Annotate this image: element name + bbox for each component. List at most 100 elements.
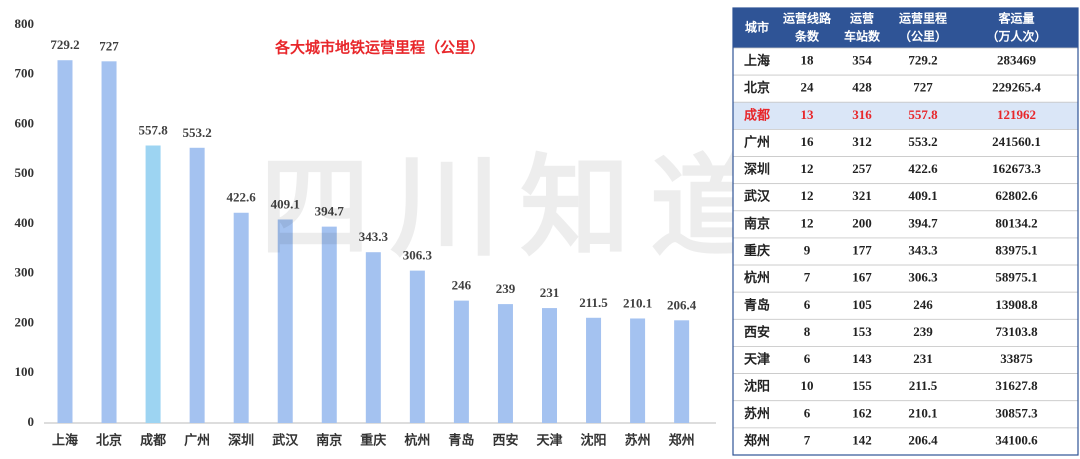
- table-row: [732, 318, 1079, 347]
- table-cell: 苏州: [744, 406, 770, 422]
- table-cell: 162673.3: [992, 161, 1041, 176]
- bar: [409, 270, 425, 423]
- y-tick-label: 400: [15, 215, 35, 230]
- table-row: [732, 264, 1079, 293]
- x-tick-label: 广州: [184, 433, 210, 449]
- table-cell: 312: [852, 134, 872, 149]
- table-cell: 239: [913, 324, 933, 339]
- table-cell: 重庆: [744, 243, 770, 259]
- table-cell: 105: [852, 297, 872, 312]
- table-cell: 武汉: [744, 189, 771, 205]
- table-cell: 83975.1: [995, 242, 1037, 257]
- table-header: 运营里程: [899, 11, 947, 26]
- x-tick-label: 深圳: [228, 433, 254, 449]
- table-header: 运营: [850, 11, 874, 26]
- value-label: 343.3: [359, 229, 389, 244]
- value-label: 306.3: [403, 248, 433, 263]
- value-label: 239: [496, 281, 516, 296]
- table-cell: 7: [804, 270, 811, 285]
- table-cell: 229265.4: [992, 80, 1041, 95]
- table-cell: 6: [804, 351, 811, 366]
- table-cell: 354: [852, 53, 872, 68]
- table-cell: 142: [852, 432, 872, 447]
- x-tick-label: 南京: [316, 433, 342, 449]
- table-border: [732, 7, 1079, 456]
- x-tick-label: 成都: [140, 433, 166, 449]
- value-label: 394.7: [315, 204, 345, 219]
- table-cell: 13: [801, 107, 815, 122]
- table-cell: 321: [852, 188, 872, 203]
- bar: [541, 308, 557, 423]
- table-cell: 12: [801, 215, 814, 230]
- value-label: 727: [99, 38, 119, 53]
- x-tick-label: 沈阳: [581, 433, 607, 449]
- table-cell: 246: [913, 297, 933, 312]
- bar: [586, 317, 602, 423]
- y-tick-label: 600: [15, 115, 35, 130]
- table-cell: 杭州: [744, 270, 770, 286]
- table-cell: 428: [852, 80, 872, 95]
- table-cell: 南京: [744, 216, 770, 232]
- bar: [630, 318, 646, 423]
- table-cell: 210.1: [908, 405, 937, 420]
- table-cell: 33875: [1000, 351, 1033, 366]
- table-row: [732, 427, 1079, 456]
- table-cell: 306.3: [908, 270, 938, 285]
- table-cell: 73103.8: [995, 324, 1038, 339]
- table-cell: 206.4: [908, 432, 938, 447]
- table-cell: 241560.1: [992, 134, 1041, 149]
- table-cell: 167: [852, 270, 872, 285]
- table-cell: 12: [801, 188, 814, 203]
- table-cell: 34100.6: [995, 432, 1038, 447]
- table-cell: 257: [852, 161, 872, 176]
- table-cell: 广州: [744, 134, 770, 150]
- table-header: （万人次）: [986, 29, 1046, 44]
- table-header: （公里）: [899, 29, 947, 44]
- table-cell: 177: [852, 242, 872, 257]
- x-tick-label: 北京: [96, 433, 122, 449]
- table-cell: 6: [804, 405, 811, 420]
- table-cell: 郑州: [744, 433, 770, 449]
- value-label: 422.6: [227, 190, 257, 205]
- x-tick-label: 西安: [492, 433, 518, 449]
- table-cell: 6: [804, 297, 811, 312]
- table-cell: 12: [801, 161, 814, 176]
- table-cell: 10: [801, 378, 814, 393]
- table-cell: 24: [801, 80, 815, 95]
- x-tick-label: 武汉: [272, 433, 299, 449]
- table-cell: 231: [913, 351, 933, 366]
- table-cell: 80134.2: [995, 215, 1037, 230]
- bar: [57, 60, 73, 424]
- bar: [189, 147, 205, 423]
- table-row: [732, 183, 1079, 212]
- bar: [277, 219, 293, 423]
- table-cell: 16: [801, 134, 815, 149]
- y-tick-label: 500: [15, 165, 35, 180]
- x-tick-label: 杭州: [404, 433, 430, 449]
- table-cell: 394.7: [908, 215, 938, 230]
- table-cell: 深圳: [744, 162, 770, 178]
- table-cell: 153: [852, 324, 872, 339]
- bar: [365, 252, 381, 423]
- table-cell: 727: [913, 80, 933, 95]
- table-header: 城市: [745, 20, 769, 35]
- watermark: 四川知道: [260, 143, 780, 271]
- table-cell: 316: [852, 107, 872, 122]
- value-label: 206.4: [667, 297, 697, 312]
- x-tick-label: 天津: [536, 433, 562, 449]
- x-tick-label: 苏州: [625, 433, 651, 449]
- table-cell: 121962: [997, 107, 1036, 122]
- table-cell: 7: [804, 432, 811, 447]
- value-label: 211.5: [579, 295, 608, 310]
- table-header: 客运量: [997, 11, 1034, 26]
- table-row: [732, 210, 1079, 239]
- table-cell: 30857.3: [995, 405, 1038, 420]
- bar: [453, 300, 469, 423]
- value-label: 729.2: [50, 37, 79, 52]
- table-cell: 58975.1: [995, 270, 1037, 285]
- table-header-bg: [733, 8, 1078, 48]
- table-header: 条数: [794, 29, 820, 44]
- table-cell: 62802.6: [995, 188, 1038, 203]
- y-tick-label: 300: [15, 265, 35, 280]
